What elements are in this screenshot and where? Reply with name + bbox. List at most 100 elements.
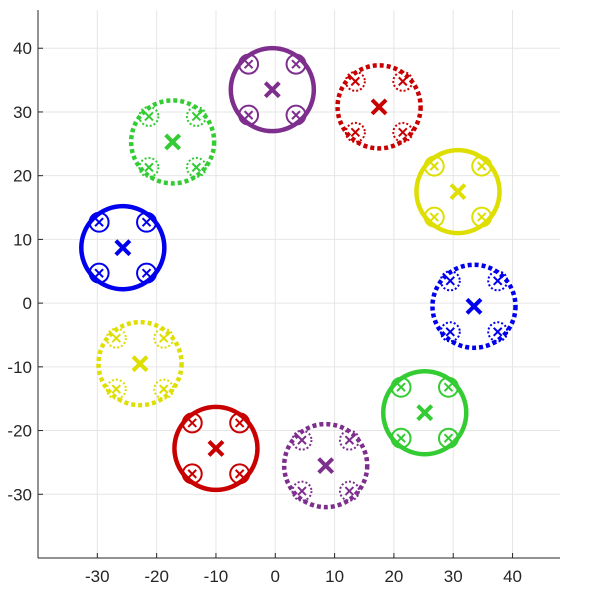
sub-center-marker [144,162,154,173]
sub-center-marker [191,162,202,173]
sub-center-marker-stroke-b [398,76,408,87]
sub-center-marker-stroke-b [344,435,355,445]
sub-circle [471,155,493,177]
sub-circle [471,206,493,228]
sub-center-marker [159,333,169,343]
y-tick-label: 10 [13,230,32,249]
cluster-center-marker-stroke-b [131,355,149,373]
cluster-center-marker-stroke-b [416,404,434,422]
sub-circle [392,121,414,143]
cluster-center-marker [416,404,434,422]
sub-center-marker [443,433,454,443]
sub-circle [153,327,175,349]
cluster-center-marker [114,239,132,257]
cluster-circle [380,368,469,457]
cluster-center-marker-stroke-b [114,239,132,257]
sub-center-marker [297,435,307,445]
sub-circle [344,121,366,143]
sub-center-marker-stroke-b [429,161,439,171]
sub-center-marker [111,333,122,343]
sub-circle [105,327,127,349]
sub-center-marker [243,59,254,69]
sub-center-marker-stroke-b [476,212,487,222]
sub-center-marker [350,76,361,87]
sub-center-marker-stroke-b [291,110,301,120]
x-tick-labels: -30 -20 -10 0 10 20 30 40 [85,567,522,586]
sub-circle [392,70,414,92]
grid-lines [38,10,560,558]
sub-center-marker-stroke-b [191,162,202,173]
sub-center-marker [445,276,455,286]
sub-center-marker [350,127,361,138]
sub-circle [291,429,313,451]
cluster-3 [414,147,502,236]
y-tick-label: 20 [13,167,32,186]
sub-circle [285,53,307,75]
y-tick-labels: -30 -20 -10 0 10 20 30 40 [7,39,32,504]
sub-circle [138,105,160,127]
sub-center-marker [344,435,355,445]
sub-circle [390,427,412,449]
sub-center-marker-stroke-b [297,486,307,496]
sub-center-marker [144,111,154,122]
sub-center-marker-stroke-b [350,127,361,138]
sub-center-marker [111,384,122,394]
cluster-circle [335,63,423,151]
sub-center-marker-stroke-b [493,276,503,286]
sub-center-marker-stroke-b [297,435,307,445]
cluster-circle [228,45,317,134]
cluster-circle [414,147,502,236]
cluster-circle [430,262,518,351]
sub-center-marker [141,268,152,278]
cluster-center-marker-stroke-b [370,98,388,116]
sub-circle [487,321,509,343]
sub-center-marker [297,486,307,496]
cluster-center-marker [263,81,281,99]
sub-center-marker [445,327,455,337]
sub-circle [238,53,260,75]
sub-center-marker [398,127,408,138]
sub-circle [487,270,509,292]
sub-circle [138,156,160,178]
sub-circle [439,321,461,343]
sub-center-marker [396,433,406,443]
sub-circle [181,463,203,485]
sub-center-marker-stroke-b [159,333,169,343]
x-tick-label: 30 [444,567,463,586]
cluster-2 [335,63,423,151]
sub-center-marker-stroke-b [291,59,301,69]
y-tick-label: -30 [7,485,32,504]
sub-circle [229,412,251,434]
sub-center-marker-stroke-b [243,110,254,120]
sub-center-marker-stroke-b [243,59,254,69]
x-tick-label: 20 [384,567,403,586]
cluster-circle [79,203,167,292]
sub-center-marker-stroke-b [396,433,406,443]
cluster-center-marker-stroke-b [164,133,182,151]
sub-center-marker [94,268,104,278]
sub-center-marker-stroke-b [94,217,104,227]
sub-circle [153,378,175,400]
x-tick-label: -10 [204,567,229,586]
y-tick-label: 0 [23,294,32,313]
cluster-9 [79,203,167,292]
sub-center-marker-stroke-b [443,433,454,443]
sub-center-marker-stroke-b [398,127,408,138]
sub-circle [439,270,461,292]
sub-center-marker [234,469,245,479]
sub-center-marker-stroke-b [111,384,122,394]
sub-circle [423,206,445,228]
cluster-center-marker [164,133,182,151]
cluster-7 [172,404,260,493]
x-tick-label: 40 [503,567,522,586]
sub-center-marker-stroke-b [476,161,487,171]
sub-circle [338,480,360,502]
cluster-4 [430,262,518,351]
cluster-center-marker-stroke-b [465,297,483,315]
sub-circle [88,262,110,284]
sub-circle [437,376,459,398]
sub-circle [285,104,307,126]
cluster-5 [380,368,469,457]
sub-center-marker [291,59,301,69]
